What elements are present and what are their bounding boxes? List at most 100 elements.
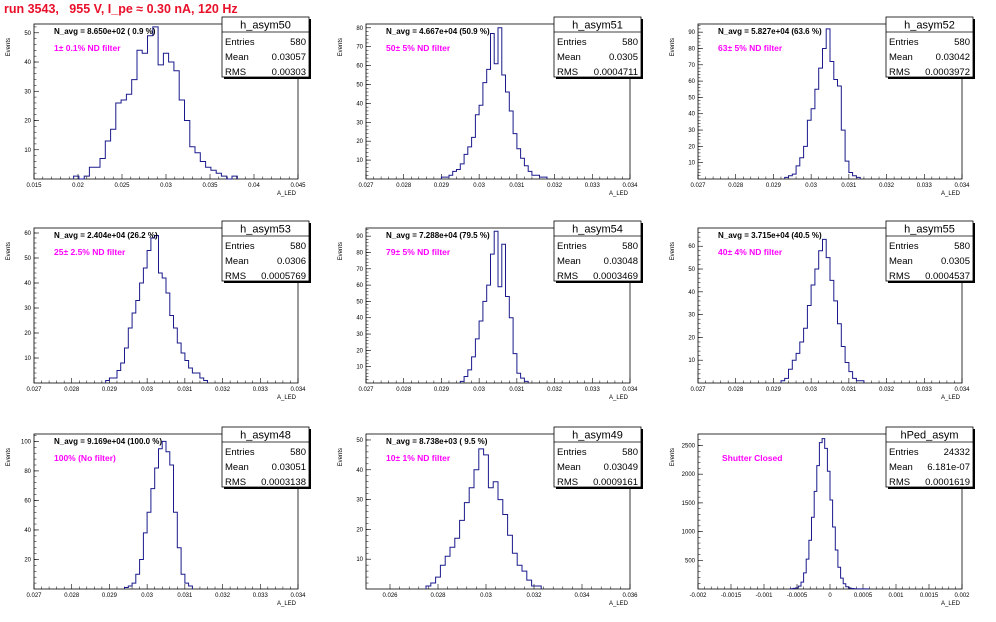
y-tick-label: 1000 (682, 530, 696, 536)
stats-value: 0.03051 (272, 462, 306, 473)
y-tick-label: 70 (356, 45, 363, 51)
stats-title: h_asym48 (240, 430, 291, 442)
y-axis-label: Events (670, 38, 676, 56)
filter-annotation: Shutter Closed (722, 453, 782, 463)
y-tick-label: 80 (356, 250, 363, 256)
y-tick-label: 40 (24, 528, 31, 534)
y-axis-label: Events (338, 448, 344, 466)
y-tick-label: 30 (356, 120, 363, 126)
stats-key: Mean (225, 52, 249, 63)
x-tick-label: 0.03 (480, 593, 492, 599)
x-tick-label: 0.027 (690, 387, 706, 393)
y-tick-label: 10 (24, 148, 31, 154)
x-tick-label: 0.031 (509, 387, 525, 393)
stats-title: h_asym49 (572, 430, 623, 442)
stats-key: Entries (889, 37, 919, 48)
stats-title: h_asym52 (904, 20, 955, 32)
histogram-panel-h_asym55: 0.027 0.028 0.029 0.03 0.031 0.032 0.033 0.034 1… (670, 220, 975, 401)
y-tick-label: 500 (685, 558, 696, 564)
stats-key: Mean (557, 52, 581, 63)
y-tick-label: 40 (688, 290, 695, 296)
stats-title: h_asym55 (904, 224, 955, 236)
stats-box-frame (885, 16, 974, 78)
stats-value: 580 (622, 447, 638, 458)
y-tick-label: 30 (24, 306, 31, 312)
x-tick-label: 0.04 (248, 183, 260, 189)
y-tick-label: 50 (24, 256, 31, 262)
x-tick-label: 0.032 (526, 593, 542, 599)
x-tick-label: 0.032 (547, 183, 563, 189)
x-tick-label: 0.0015 (920, 593, 939, 599)
y-tick-label: 60 (356, 283, 363, 289)
y-tick-label: 40 (356, 468, 363, 474)
n-avg-label: N_avg = 5.827e+04 (63.6 %) (718, 27, 822, 36)
y-tick-label: 60 (688, 79, 695, 85)
x-axis-label: A_LED (277, 191, 297, 197)
plot-frame (33, 227, 299, 384)
histogram-panel-h_asym51: 0.027 0.028 0.029 0.03 0.031 0.032 0.033 0.034 1… (338, 16, 643, 197)
stats-value: 0.0003138 (261, 477, 306, 488)
x-tick-label: 0.027 (358, 183, 374, 189)
x-tick-label: 0.029 (434, 387, 450, 393)
x-tick-label: 0.029 (766, 183, 782, 189)
x-tick-label: 0.031 (509, 183, 525, 189)
stats-value: 0.0003972 (925, 67, 970, 78)
y-tick-label: 60 (356, 64, 363, 70)
stats-key: Mean (889, 256, 913, 267)
x-tick-label: 0.034 (622, 387, 638, 393)
x-tick-label: 0.029 (102, 593, 118, 599)
x-tick-label: 0.028 (396, 387, 412, 393)
x-tick-label: 0.031 (841, 183, 857, 189)
x-tick-label: 0.034 (954, 183, 970, 189)
stats-value: 0.0305 (941, 256, 970, 267)
stats-key: RMS (225, 67, 246, 78)
x-axis-label: A_LED (609, 191, 629, 197)
stats-key: Mean (889, 462, 913, 473)
stats-key: Entries (557, 241, 587, 252)
y-axis-label: Events (670, 242, 676, 260)
stats-key: Mean (225, 462, 249, 473)
x-tick-label: 0.031 (177, 593, 193, 599)
stats-value: 0.0003469 (593, 271, 638, 282)
plot-frame (365, 23, 631, 180)
stats-value: 0.03048 (604, 256, 638, 267)
x-tick-label: 0.034 (290, 387, 306, 393)
x-tick-label: 0.028 (728, 387, 744, 393)
stats-key: Mean (225, 256, 249, 267)
stats-box: h_asym52 Entries 580 Mean 0.03042 RMS 0.000397… (885, 16, 975, 79)
y-tick-label: 70 (688, 63, 695, 69)
stats-value: 580 (622, 241, 638, 252)
y-axis-label: Events (6, 38, 12, 56)
y-tick-label: 2000 (682, 472, 696, 478)
x-tick-label: 0.033 (585, 387, 601, 393)
stats-box: h_asym48 Entries 580 Mean 0.03051 RMS 0.000313… (221, 426, 311, 489)
filter-annotation: 50± 5% ND filter (386, 43, 451, 53)
x-tick-label: 0.03 (473, 387, 485, 393)
histogram-line (780, 238, 865, 383)
stats-value: 0.03057 (272, 52, 306, 63)
y-axis-label: Events (6, 242, 12, 260)
y-tick-label: 40 (356, 101, 363, 107)
stats-value: 24332 (944, 447, 970, 458)
x-tick-label: 0.032 (879, 183, 895, 189)
y-tick-label: 30 (688, 313, 695, 319)
filter-annotation: 10± 1% ND filter (386, 453, 451, 463)
x-tick-label: 0 (828, 593, 832, 599)
n-avg-label: N_avg = 9.169e+04 (100.0 %) (54, 437, 162, 446)
x-tick-label: 0.031 (177, 387, 193, 393)
stats-box-frame (553, 16, 642, 78)
x-tick-label: -0.001 (755, 593, 773, 599)
stats-value: 580 (290, 241, 306, 252)
y-tick-label: 80 (24, 469, 31, 475)
x-tick-label: 0.025 (114, 183, 130, 189)
n-avg-label: N_avg = 7.288e+04 (79.5 %) (386, 231, 490, 240)
x-tick-label: 0.03 (805, 387, 817, 393)
filter-annotation: 25± 2.5% ND filter (54, 247, 126, 257)
stats-key: Entries (557, 37, 587, 48)
y-tick-label: 20 (688, 335, 695, 341)
stats-value: 0.03049 (604, 462, 638, 473)
histogram-line (440, 27, 548, 179)
histogram-panel-hPed_asym: -0.002 -0.0015 -0.001 -0.0005 0 0.0005 0.001 0.… (670, 426, 975, 607)
filter-annotation: 79± 5% ND filter (386, 247, 451, 257)
x-tick-label: 0.029 (434, 183, 450, 189)
